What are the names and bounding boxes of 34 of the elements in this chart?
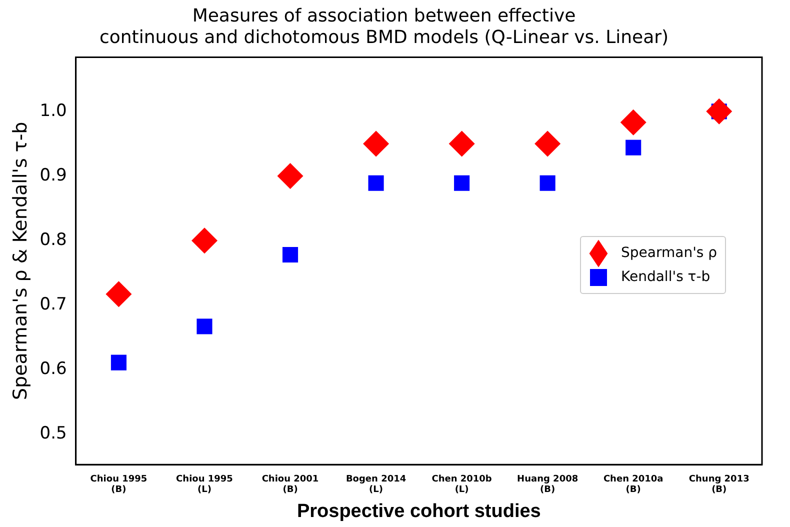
point (196, 318, 212, 334)
point (448, 130, 475, 157)
x-axis-title: Prospective cohort studies (296, 500, 541, 522)
x-tick-label: Chen 2010b (L) (432, 474, 492, 496)
point (540, 175, 556, 191)
point (626, 140, 642, 156)
point (454, 175, 470, 191)
point (706, 98, 732, 124)
point (368, 175, 384, 191)
point (282, 246, 298, 263)
x-tick-label: Chen 2010a (B) (603, 474, 664, 496)
y-axis-title: Spearman's ρ & Kendall's τ-b (9, 122, 32, 400)
y-tick-label: 0.9 (40, 165, 67, 186)
y-tick-label: 0.5 (40, 424, 67, 444)
x-tick-label: Chiou 1995 (B) (90, 474, 148, 496)
x-tick-label: Chiou 1995 (L) (176, 474, 233, 496)
point (191, 228, 218, 254)
x-tick-label: Chiou 2001 (B) (262, 474, 319, 496)
x-tick-label: Bogen 2014 (L) (346, 474, 406, 496)
point (277, 163, 304, 189)
x-tick-label: Chung 2013 (B) (688, 474, 750, 496)
chart-title: Measures of association between effective continuous and dichotomous BMD models (Q-Linear vs. Linear) (99, 5, 669, 48)
legend-label: Kendall's τ-b (621, 269, 710, 285)
point (106, 281, 132, 308)
y-tick-label: 0.8 (40, 230, 67, 250)
point (363, 130, 390, 157)
point (620, 109, 646, 136)
y-tick-label: 0.6 (40, 359, 67, 380)
point (110, 354, 126, 370)
legend-label: Spearman's ρ (621, 245, 718, 261)
y-tick-label: 1.0 (40, 100, 67, 121)
point (534, 130, 561, 157)
x-tick-label: Huang 2008 (B) (517, 474, 578, 496)
y-tick-label: 0.7 (40, 294, 67, 315)
